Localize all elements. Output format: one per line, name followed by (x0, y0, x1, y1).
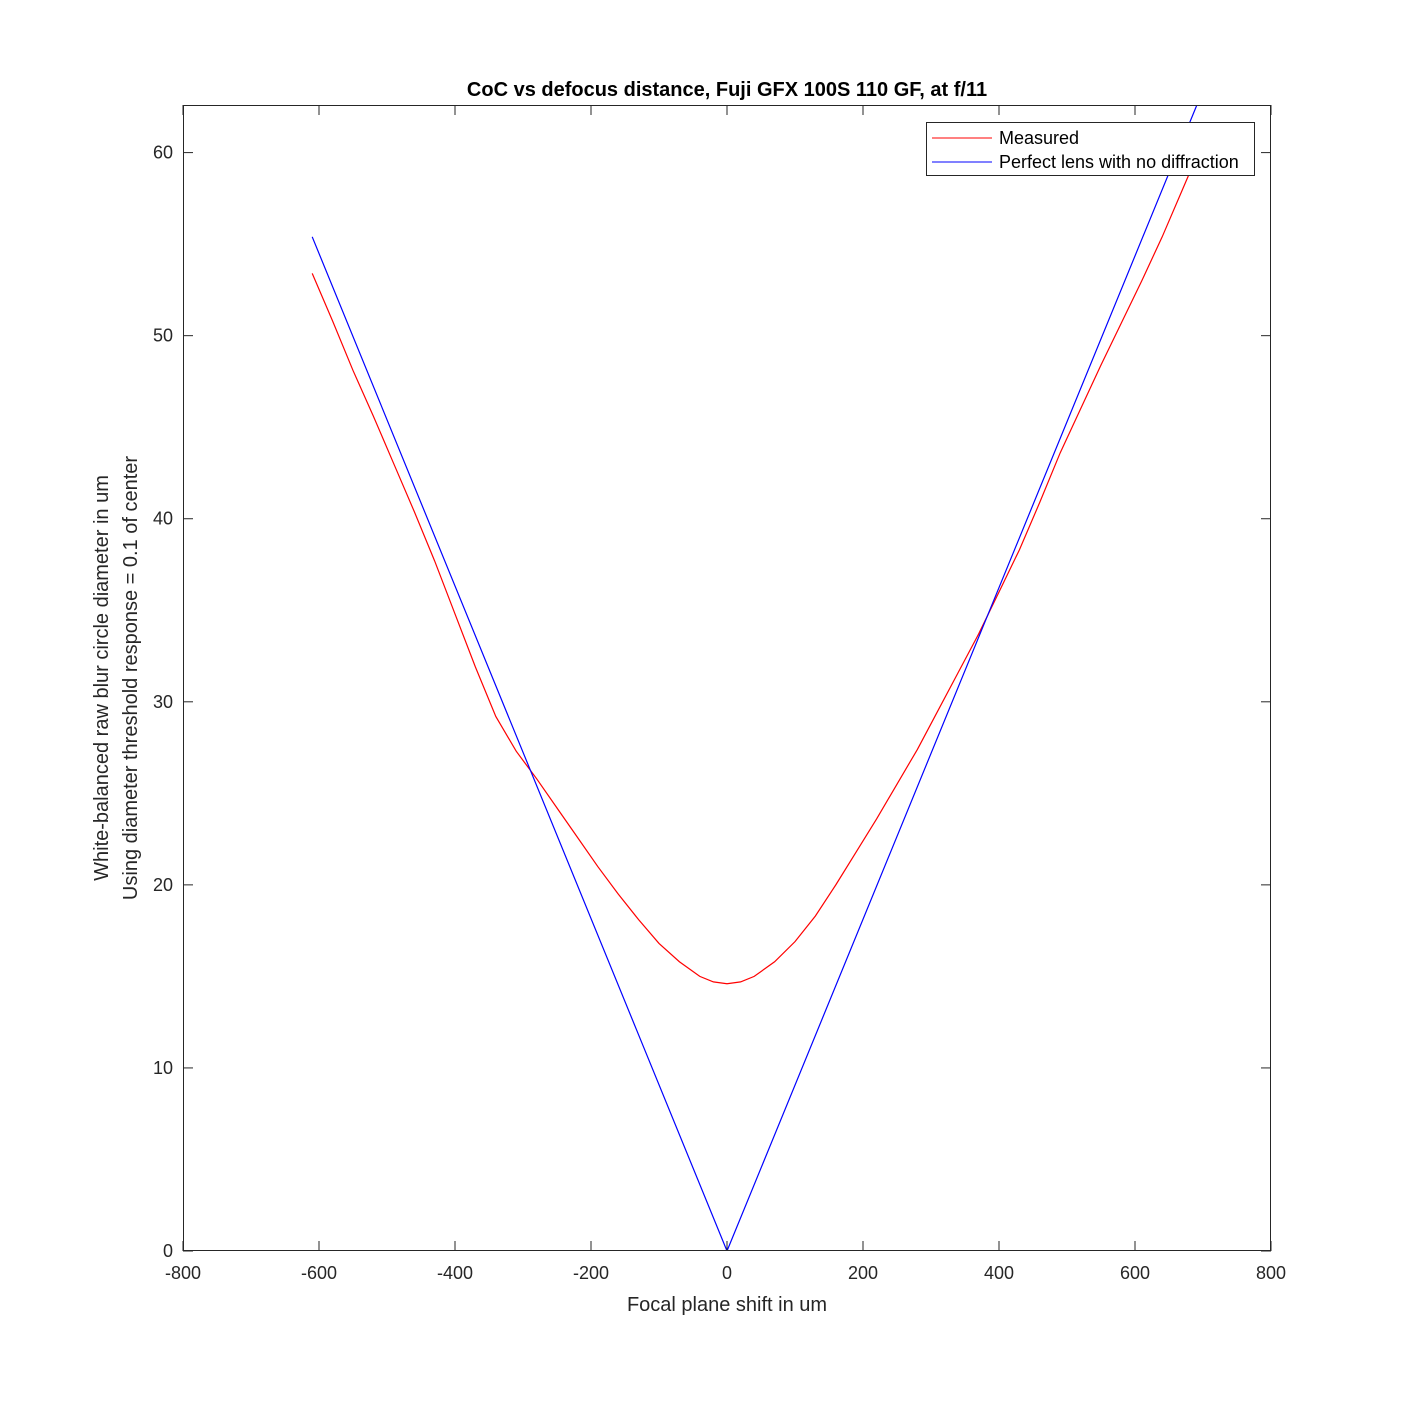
x-tick-label: 200 (848, 1263, 878, 1283)
x-tick-label: -400 (437, 1263, 473, 1283)
series-line-perfect-lens (311, 105, 1198, 1251)
y-tick-label: 40 (153, 509, 173, 529)
y-tick-label: 20 (153, 875, 173, 895)
legend-box (926, 122, 1255, 176)
x-tick-label: 600 (1120, 1263, 1150, 1283)
x-axis-label: Focal plane shift in um (627, 1294, 827, 1316)
x-tick-label: -200 (573, 1263, 609, 1283)
plot-area (183, 105, 1271, 1251)
y-axis-label-line2: Using diameter threshold response = 0.1 … (120, 456, 142, 900)
y-tick-label: 50 (153, 326, 173, 346)
y-tick-label: 30 (153, 692, 173, 712)
legend-label-perfect-lens: Perfect lens with no diffraction (999, 152, 1239, 172)
y-tick-label: 0 (163, 1241, 173, 1261)
y-axis-label-line1: White-balanced raw blur circle diameter … (91, 475, 113, 881)
x-tick-label: 800 (1256, 1263, 1286, 1283)
series-layer (311, 105, 1204, 1251)
legend-label-measured: Measured (999, 128, 1079, 148)
ticks-layer: -800 -600 -400 -200 0 200 400 600 800 0 10 20 30 40 50… (153, 105, 1286, 1283)
x-tick-label: -800 (165, 1263, 201, 1283)
series-line-measured (311, 141, 1204, 985)
x-tick-label: 400 (984, 1263, 1014, 1283)
y-tick-label: 60 (153, 143, 173, 163)
y-tick-label: 10 (153, 1058, 173, 1078)
x-tick-label: 0 (722, 1263, 732, 1283)
chart-title: CoC vs defocus distance, Fuji GFX 100S 1… (467, 79, 987, 101)
x-tick-label: -600 (301, 1263, 337, 1283)
legend: Measured Perfect lens with no diffractio… (926, 122, 1255, 176)
